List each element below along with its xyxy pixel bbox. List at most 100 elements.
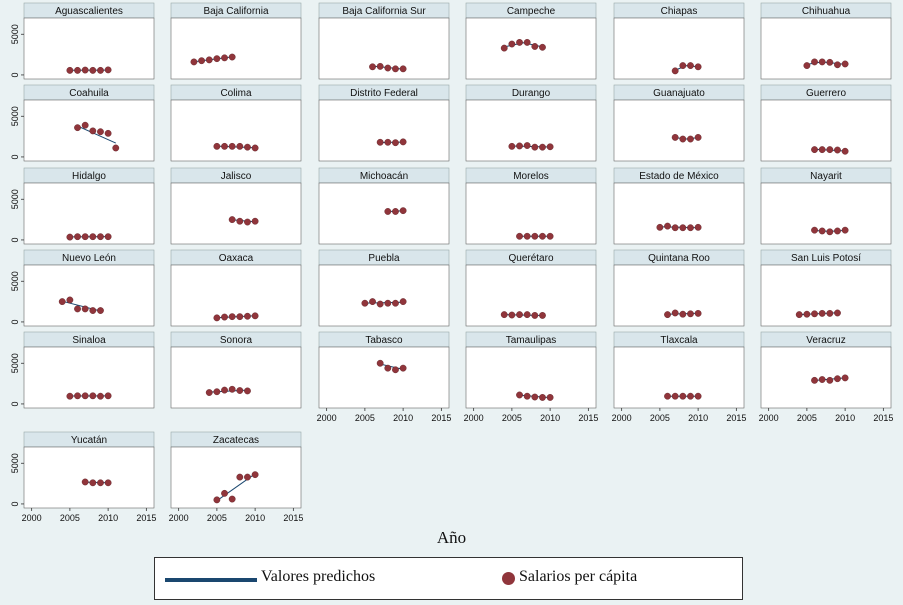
data-point: [523, 392, 531, 400]
data-point: [671, 309, 679, 317]
data-point: [213, 314, 221, 322]
data-point: [679, 310, 687, 318]
facet-panel: Veracruz 2000 2005 2010 2015: [759, 331, 893, 423]
data-point: [213, 496, 221, 504]
data-point: [546, 232, 554, 240]
data-point: [841, 60, 849, 68]
data-point: [81, 392, 89, 400]
facet-title: Hidalgo: [72, 171, 106, 182]
facet-plot-area: [613, 99, 745, 162]
data-point: [539, 43, 546, 51]
x-tick-label: 2005: [207, 513, 227, 523]
facet-title: Quintana Roo: [648, 253, 710, 264]
data-point: [834, 146, 841, 154]
facet-plot-area: [613, 346, 745, 409]
data-point: [244, 312, 251, 320]
y-tick-label: 0: [10, 154, 20, 159]
data-point: [244, 473, 251, 481]
facet-title: Oaxaca: [219, 253, 254, 264]
data-point: [516, 142, 523, 150]
y-tick-label: 0: [10, 401, 20, 406]
data-point: [251, 144, 259, 152]
data-point: [384, 138, 392, 146]
data-point: [664, 311, 671, 319]
data-point: [89, 233, 97, 241]
data-point: [104, 233, 112, 241]
y-tick-label: 5000: [10, 24, 20, 44]
facet-panel: Puebla: [318, 249, 450, 327]
data-point: [687, 310, 694, 318]
facet-plot-area: [465, 346, 597, 409]
facet-panel: Chiapas: [613, 2, 745, 80]
facet-title: Colima: [220, 88, 252, 99]
data-point: [213, 142, 221, 150]
data-point: [236, 473, 244, 481]
data-point: [392, 299, 399, 307]
facet-plot-area: [318, 264, 450, 327]
x-tick-label: 2015: [726, 413, 746, 423]
x-tick-label: 2010: [688, 413, 708, 423]
data-point: [251, 312, 259, 320]
facet-plot-area: [465, 17, 597, 80]
data-point: [694, 309, 702, 317]
data-point: [251, 217, 259, 225]
chart-legend: Valores predichos Salarios per cápita: [154, 557, 743, 600]
data-point: [508, 40, 516, 48]
data-point: [81, 305, 89, 313]
data-point: [74, 305, 81, 313]
data-point: [546, 394, 554, 401]
facet-panel: San Luis Potosí: [760, 249, 892, 327]
data-point: [694, 223, 702, 231]
x-tick-label: 2000: [169, 513, 189, 523]
x-tick-label: 2010: [98, 513, 118, 523]
data-point: [384, 364, 392, 372]
x-tick-label: 2005: [797, 413, 817, 423]
predicted-line: [77, 125, 117, 144]
data-point: [74, 124, 81, 132]
facet-plot-area: [465, 264, 597, 327]
x-tick-label: 2005: [650, 413, 670, 423]
facet-title: Michoacán: [360, 171, 408, 182]
data-point: [376, 62, 384, 70]
data-point: [818, 309, 826, 317]
data-point: [244, 143, 251, 151]
x-axis-title: Año: [436, 528, 467, 547]
data-point: [228, 313, 236, 321]
data-point: [221, 313, 228, 321]
facet-panel: Campeche: [465, 2, 597, 80]
facet-panel: Oaxaca: [170, 249, 302, 327]
data-point: [89, 479, 97, 487]
data-point: [228, 216, 236, 224]
data-point: [376, 359, 384, 367]
facet-plot-area: [760, 182, 892, 245]
data-point: [104, 392, 112, 400]
data-point: [89, 127, 97, 135]
facet-panel: Guerrero: [760, 84, 892, 162]
data-point: [221, 386, 228, 394]
facet-panel: Querétaro: [465, 249, 597, 327]
facet-panel: Yucatán 0 5000 2000 2005 2010 2015: [10, 431, 156, 523]
data-point: [508, 311, 516, 319]
facet-title: Durango: [512, 88, 551, 99]
data-point: [97, 307, 104, 314]
data-point: [500, 44, 508, 52]
data-point: [236, 387, 244, 394]
facet-title: Chiapas: [661, 6, 698, 17]
facet-plot-area: [760, 264, 892, 327]
data-point: [811, 310, 818, 318]
data-point: [392, 65, 399, 73]
facet-panel: Nuevo León 0 5000: [10, 249, 155, 327]
data-point: [516, 311, 523, 319]
data-point: [841, 226, 849, 234]
x-tick-label: 2015: [873, 413, 893, 423]
data-point: [826, 228, 834, 236]
data-point: [818, 376, 826, 383]
data-point: [190, 58, 198, 66]
facet-title: Tabasco: [365, 335, 403, 346]
facet-panel: Tamaulipas 2000 2005 2010 2015: [464, 331, 598, 423]
data-point: [369, 63, 376, 71]
data-point: [81, 121, 89, 129]
predicted-line: [232, 219, 256, 223]
facet-plot-area: [318, 182, 450, 245]
